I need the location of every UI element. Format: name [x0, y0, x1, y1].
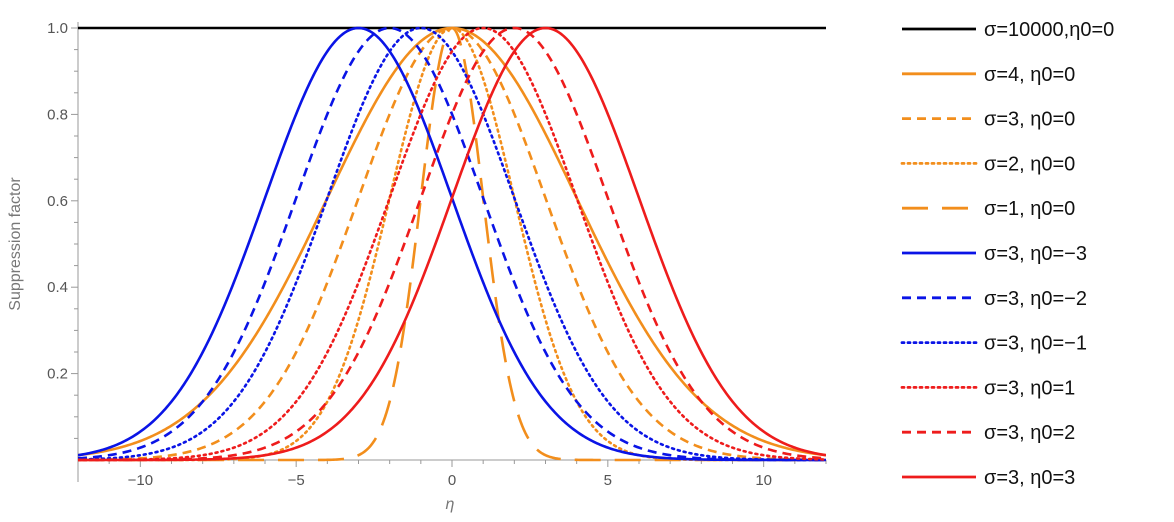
series-line-10 — [78, 26, 826, 462]
legend-label-0: σ=10000,η0=0 — [984, 19, 1114, 41]
x-tick-label: 0 — [448, 472, 456, 489]
series-group — [78, 26, 826, 462]
legend-label-6: σ=3, η0=−2 — [984, 288, 1087, 310]
series-line-7 — [78, 26, 826, 462]
y-tick-label: 0.4 — [47, 279, 68, 296]
legend-label-9: σ=3, η0=2 — [984, 422, 1075, 444]
series-line-4 — [78, 26, 826, 462]
x-tick-label: −5 — [288, 472, 305, 489]
legend-label-10: σ=3, η0=3 — [984, 467, 1075, 489]
x-tick-label: 10 — [755, 472, 772, 489]
legend-label-8: σ=3, η0=1 — [984, 377, 1075, 399]
x-tick-label: −10 — [128, 472, 153, 489]
y-tick-label: 0.8 — [47, 106, 68, 123]
legend-label-1: σ=4, η0=0 — [984, 64, 1075, 86]
y-tick-label: 1.0 — [47, 20, 68, 37]
series-line-8 — [78, 26, 826, 462]
series-line-1 — [78, 26, 826, 457]
axes: −10 −5 0 5 10 0.2 0.4 0.6 0.8 1.0 — [47, 20, 827, 489]
legend-label-2: σ=3, η0=0 — [984, 109, 1075, 131]
series-line-9 — [78, 26, 826, 462]
legend-label-7: σ=3, η0=−1 — [984, 333, 1087, 355]
x-tick-label: 5 — [604, 472, 612, 489]
legend: σ=10000,η0=0 σ=4, η0=0 σ=3, η0=0 σ=2, η0=0 σ… — [900, 19, 1114, 489]
series-line-5 — [78, 26, 826, 462]
legend-label-5: σ=3, η0=−3 — [984, 243, 1087, 265]
y-tick-label: 0.2 — [47, 366, 68, 383]
x-axis-title: η — [446, 496, 455, 513]
legend-label-4: σ=1, η0=0 — [984, 198, 1075, 220]
series-line-6 — [78, 26, 826, 462]
series-line-2 — [78, 26, 826, 462]
legend-label-3: σ=2, η0=0 — [984, 153, 1075, 175]
y-axis-title: Suppression factor — [7, 177, 24, 311]
y-tick-label: 0.6 — [47, 193, 68, 210]
series-line-3 — [78, 26, 826, 462]
